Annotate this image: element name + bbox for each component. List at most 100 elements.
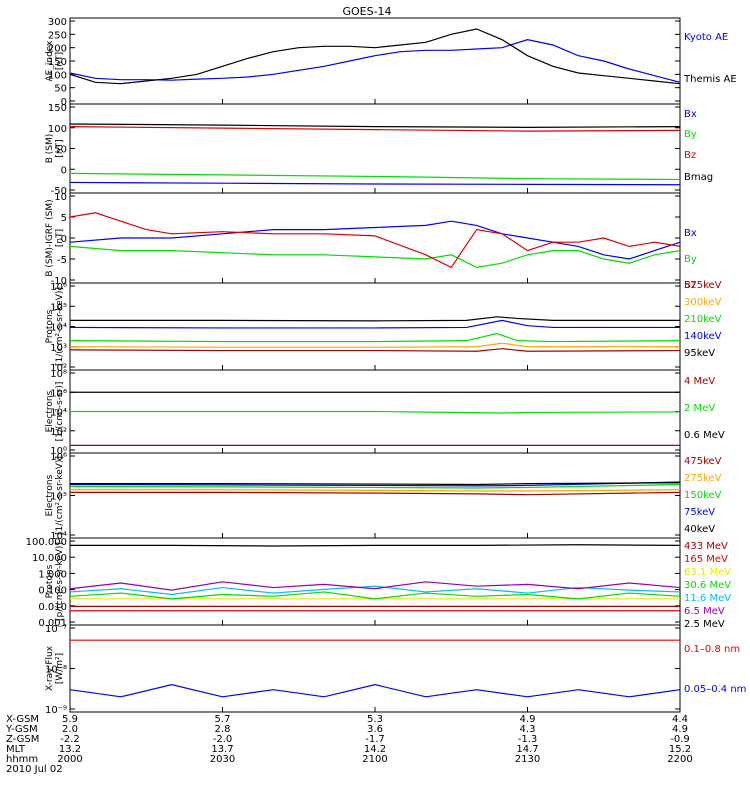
panel-protons2: 0.001 0.010 0.100 1.000 10.000 100.000 Protons… [26,537,732,630]
series-line-themis-ae [69,28,681,85]
legend-entry: 210keV [684,314,722,325]
panel-bigrf: -10 -5 0 5 10B (SM)-IGRF (SM) [nT] Bx By Bz [45,192,697,291]
series-line-300kev [69,342,680,348]
legend-entry: 0.05–0.4 nm [684,684,746,695]
coordinate-value: -0.9 [670,734,690,745]
y-tick-label: 10⁶ [50,282,67,293]
coordinate-value: 2100 [362,754,387,765]
legend-entry: 275keV [684,473,722,484]
y-tick-label: 0 [61,97,67,108]
coordinate-value: 2200 [667,754,692,765]
coordinate-value: 5.3 [367,714,383,725]
legend-entry: 75keV [684,507,715,518]
date-label: 2010 Jul 02 [6,764,63,775]
y-tick-label: 10⁻⁷ [45,624,67,635]
series-line-2-5-mev [70,544,681,547]
coordinate-value: 2130 [515,754,540,765]
coordinate-value: 14.7 [516,744,538,755]
y-axis-label: [nT] [55,139,65,157]
panel-protons1: 10² 10³ 10⁴ 10⁵ 10⁶ Protons [1/(cm²-s-sr-keV)]… [45,280,722,374]
series-line-210kev [69,332,681,343]
y-tick-label: 10⁻⁸ [45,665,67,676]
coordinate-value: -2.2 [60,734,80,745]
y-axis-label: [nT] [55,52,65,70]
coordinate-value: 2.0 [62,724,78,735]
y-axis-label: B (SM)-IGRF (SM) [45,199,55,276]
legend-entry: 95keV [684,348,715,359]
legend-entry: 575keV [684,280,722,291]
coordinate-value: -1.7 [365,734,385,745]
y-tick-label: 10² [50,427,67,438]
y-tick-label: 10⁶ [50,388,67,399]
series-line-95kev [70,316,680,322]
legend-entry: Themis AE [683,74,737,85]
series-line-kyoto-ae [69,39,681,83]
legend-entry: 6.5 MeV [684,606,725,617]
y-tick-label: 10⁻⁹ [45,705,67,716]
legend-entry: 30.6 MeV [684,580,731,591]
coordinate-row-label: MLT [6,744,26,755]
coordinate-value: 4.9 [520,714,536,725]
legend-entry: 40keV [684,524,715,535]
series-line-75kev [69,481,681,487]
coordinate-value: -1.3 [518,734,538,745]
panel-electrons1: 10⁰ 10² 10⁴ 10⁶ 10⁸ Electrons [1/(cm²-s-sr)] 4 … [45,369,725,457]
panel-electrons2: 10⁴ 10⁵ 10⁶ Electrons [1/(cm²-s-sr-keV)] 475k… [45,452,722,542]
y-tick-label: 10⁰ [50,446,67,457]
y-axis-label: [1/(cm²-s-sr-keV)] [55,456,65,535]
panel-xray: 10⁻⁹ 10⁻⁸ 10⁻⁷ X-ray Flux [W/m²] 0.1–0.8 nm 0.… [45,624,746,716]
series-line-30-6-mev [69,591,681,600]
legend-entry: By [684,129,697,140]
y-tick-label: 10⁵ [50,302,67,313]
legend-entry: Bz [684,280,696,291]
y-tick-label: 10³ [50,343,67,354]
legend-entry: 165 MeV [684,554,728,565]
series-line-bx [69,181,681,186]
legend-entry: 140keV [684,331,722,342]
panel-frame [69,537,681,626]
y-tick-label: -5 [57,255,67,266]
panel-ae: 0 50 100 150 200 250 300 AE_index [nT] Kyoto AE Th… [45,17,737,108]
coordinate-value: -2.0 [213,734,233,745]
y-tick-label: 50 [54,145,67,156]
legend-entry: 63.1 MeV [684,567,731,578]
y-axis-label: X-ray Flux [45,645,55,691]
y-axis-label: AE_index [45,40,55,82]
coordinate-value: 15.2 [669,744,691,755]
y-axis-label: [W/m²] [55,653,65,684]
series-line-by [69,245,681,269]
panel-bsm: -50 0 50 100 150 B (SM) [nT] Bx By Bz Bmag [45,103,713,197]
y-tick-label: 100 [48,70,67,81]
coordinate-value: 2000 [57,754,82,765]
series-line-575kev [69,348,681,352]
y-axis-label: Protons [45,309,55,343]
series-line-40kev [70,482,681,486]
legend-entry: 0.1–0.8 nm [684,644,740,655]
y-axis-label: Protons [45,564,55,598]
legend-entry: 2 MeV [684,403,715,414]
y-tick-label: 1.000 [38,569,67,580]
y-tick-label: 0 [61,165,67,176]
coordinate-row-label: Y-GSM [5,724,38,735]
legend-entry: 0.6 MeV [684,430,725,441]
y-tick-label: 250 [48,30,67,41]
legend-entry: Bx [684,109,697,120]
series-line-150kev [69,483,681,489]
y-tick-label: 0 [61,234,67,245]
y-tick-label: 10⁶ [50,452,67,463]
series-line-bmag [69,123,681,128]
y-tick-label: 5 [61,213,67,224]
series-line-bx [69,220,681,260]
y-tick-label: 10² [50,363,67,374]
legend-entry: 433 MeV [684,541,728,552]
y-tick-label: 10⁸ [50,369,67,380]
coordinate-value: 4.4 [672,714,688,725]
legend-entry: 2.5 MeV [684,619,725,630]
coordinate-value: 5.9 [62,714,78,725]
panel-frame [69,452,681,539]
series-line-0-05-0-4-nm [69,683,681,698]
y-tick-label: 100 [48,124,67,135]
y-axis-label: [p/(cm²-s-sr-keV)] [55,542,65,621]
coordinate-row-label: Z-GSM [6,734,39,745]
